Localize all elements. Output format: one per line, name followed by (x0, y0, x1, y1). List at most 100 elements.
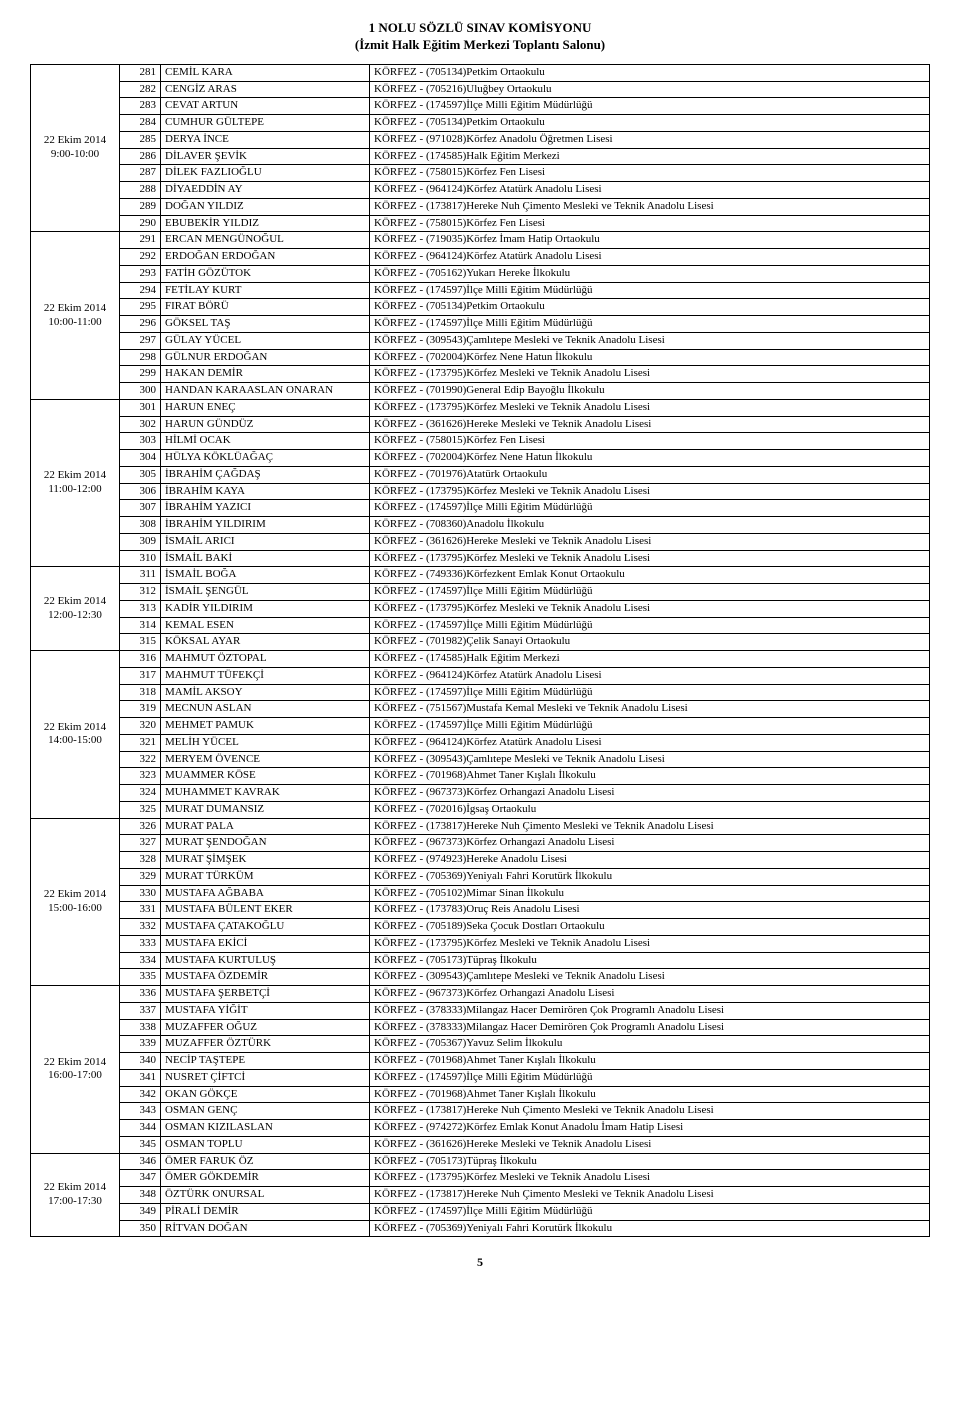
table-row: 296GÖKSEL TAŞKÖRFEZ - (174597)İlçe Milli… (31, 316, 930, 333)
person-name: MUSTAFA KURTULUŞ (161, 952, 370, 969)
person-name: MUSTAFA BÜLENT EKER (161, 902, 370, 919)
table-row: 319MECNUN ASLANKÖRFEZ - (751567)Mustafa … (31, 701, 930, 718)
school-name: KÖRFEZ - (705134)Petkim Ortaokulu (370, 299, 930, 316)
timeslot-cell: 22 Ekim 201415:00-16:00 (31, 818, 120, 986)
row-number: 287 (120, 165, 161, 182)
school-name: KÖRFEZ - (702016)İgsaş Ortaokulu (370, 801, 930, 818)
table-row: 22 Ekim 201416:00-17:00336MUSTAFA ŞERBET… (31, 986, 930, 1003)
school-name: KÖRFEZ - (701990)General Edip Bayoğlu İl… (370, 383, 930, 400)
table-row: 333MUSTAFA EKİCİKÖRFEZ - (173795)Körfez … (31, 935, 930, 952)
table-row: 297GÜLAY YÜCELKÖRFEZ - (309543)Çamlıtepe… (31, 332, 930, 349)
row-number: 313 (120, 600, 161, 617)
table-row: 22 Ekim 201417:00-17:30346ÖMER FARUK ÖZK… (31, 1153, 930, 1170)
row-number: 337 (120, 1002, 161, 1019)
table-row: 337MUSTAFA YİĞİTKÖRFEZ - (378333)Milanga… (31, 1002, 930, 1019)
timeslot-cell: 22 Ekim 201417:00-17:30 (31, 1153, 120, 1237)
school-name: KÖRFEZ - (964124)Körfez Atatürk Anadolu … (370, 667, 930, 684)
row-number: 314 (120, 617, 161, 634)
table-row: 22 Ekim 201412:00-12:30311İSMAİL BOĞAKÖR… (31, 567, 930, 584)
school-name: KÖRFEZ - (758015)Körfez Fen Lisesi (370, 433, 930, 450)
table-row: 329MURAT TÜRKÜMKÖRFEZ - (705369)Yeniyalı… (31, 868, 930, 885)
row-number: 285 (120, 131, 161, 148)
timeslot-time: 17:00-17:30 (35, 1195, 115, 1209)
person-name: DİLEK FAZLIOĞLU (161, 165, 370, 182)
school-name: KÖRFEZ - (361626)Hereke Mesleki ve Tekni… (370, 533, 930, 550)
person-name: FATİH GÖZÜTOK (161, 265, 370, 282)
timeslot-cell: 22 Ekim 201416:00-17:00 (31, 986, 120, 1154)
table-row: 322MERYEM ÖVENCEKÖRFEZ - (309543)Çamlıte… (31, 751, 930, 768)
row-number: 346 (120, 1153, 161, 1170)
row-number: 284 (120, 115, 161, 132)
row-number: 282 (120, 81, 161, 98)
school-name: KÖRFEZ - (705173)Tüpraş İlkokulu (370, 1153, 930, 1170)
row-number: 333 (120, 935, 161, 952)
row-number: 328 (120, 852, 161, 869)
row-number: 342 (120, 1086, 161, 1103)
row-number: 326 (120, 818, 161, 835)
school-name: KÖRFEZ - (702004)Körfez Nene Hatun İlkok… (370, 450, 930, 467)
table-row: 289DOĞAN YILDIZKÖRFEZ - (173817)Hereke N… (31, 198, 930, 215)
school-name: KÖRFEZ - (964124)Körfez Atatürk Anadolu … (370, 734, 930, 751)
table-row: 325MURAT DUMANSIZKÖRFEZ - (702016)İgsaş … (31, 801, 930, 818)
table-row: 284CUMHUR GÜLTEPEKÖRFEZ - (705134)Petkim… (31, 115, 930, 132)
row-number: 329 (120, 868, 161, 885)
school-name: KÖRFEZ - (378333)Milangaz Hacer Demiröre… (370, 1002, 930, 1019)
person-name: KEMAL ESEN (161, 617, 370, 634)
school-name: KÖRFEZ - (173817)Hereke Nuh Çimento Mesl… (370, 1187, 930, 1204)
row-number: 297 (120, 332, 161, 349)
row-number: 304 (120, 450, 161, 467)
person-name: DİLAVER ŞEVİK (161, 148, 370, 165)
title-line-1: 1 NOLU SÖZLÜ SINAV KOMİSYONU (30, 20, 930, 37)
person-name: MURAT DUMANSIZ (161, 801, 370, 818)
school-name: KÖRFEZ - (174597)İlçe Milli Eğitim Müdür… (370, 1203, 930, 1220)
person-name: CEMİL KARA (161, 64, 370, 81)
person-name: MUHAMMET KAVRAK (161, 785, 370, 802)
row-number: 340 (120, 1053, 161, 1070)
table-row: 318MAMİL AKSOYKÖRFEZ - (174597)İlçe Mill… (31, 684, 930, 701)
person-name: MURAT PALA (161, 818, 370, 835)
school-name: KÖRFEZ - (758015)Körfez Fen Lisesi (370, 215, 930, 232)
timeslot-cell: 22 Ekim 20149:00-10:00 (31, 64, 120, 232)
table-row: 312İSMAİL ŞENGÜLKÖRFEZ - (174597)İlçe Mi… (31, 584, 930, 601)
table-row: 317MAHMUT TÜFEKÇİKÖRFEZ - (964124)Körfez… (31, 667, 930, 684)
person-name: OSMAN TOPLU (161, 1136, 370, 1153)
table-row: 22 Ekim 201411:00-12:00301HARUN ENEÇKÖRF… (31, 399, 930, 416)
timeslot-time: 16:00-17:00 (35, 1069, 115, 1083)
table-row: 314KEMAL ESENKÖRFEZ - (174597)İlçe Milli… (31, 617, 930, 634)
table-row: 335MUSTAFA ÖZDEMİRKÖRFEZ - (309543)Çamlı… (31, 969, 930, 986)
row-number: 318 (120, 684, 161, 701)
row-number: 295 (120, 299, 161, 316)
table-row: 298GÜLNUR ERDOĞANKÖRFEZ - (702004)Körfez… (31, 349, 930, 366)
school-name: KÖRFEZ - (974272)Körfez Emlak Konut Anad… (370, 1120, 930, 1137)
person-name: CUMHUR GÜLTEPE (161, 115, 370, 132)
table-row: 299HAKAN DEMİRKÖRFEZ - (173795)Körfez Me… (31, 366, 930, 383)
table-row: 334MUSTAFA KURTULUŞKÖRFEZ - (705173)Tüpr… (31, 952, 930, 969)
school-name: KÖRFEZ - (173795)Körfez Mesleki ve Tekni… (370, 550, 930, 567)
school-name: KÖRFEZ - (378333)Milangaz Hacer Demiröre… (370, 1019, 930, 1036)
person-name: MELİH YÜCEL (161, 734, 370, 751)
row-number: 319 (120, 701, 161, 718)
timeslot-time: 14:00-15:00 (35, 734, 115, 748)
table-row: 292ERDOĞAN ERDOĞANKÖRFEZ - (964124)Körfe… (31, 249, 930, 266)
table-row: 350RİTVAN DOĞANKÖRFEZ - (705369)Yeniyalı… (31, 1220, 930, 1237)
person-name: MURAT TÜRKÜM (161, 868, 370, 885)
timeslot-cell: 22 Ekim 201412:00-12:30 (31, 567, 120, 651)
person-name: MURAT ŞİMŞEK (161, 852, 370, 869)
school-name: KÖRFEZ - (309543)Çamlıtepe Mesleki ve Te… (370, 751, 930, 768)
person-name: MAHMUT ÖZTOPAL (161, 651, 370, 668)
person-name: MUSTAFA ÖZDEMİR (161, 969, 370, 986)
table-row: 22 Ekim 201410:00-11:00291ERCAN MENGÜNOĞ… (31, 232, 930, 249)
person-name: ÖZTÜRK ONURSAL (161, 1187, 370, 1204)
school-name: KÖRFEZ - (705369)Yeniyalı Fahri Korutürk… (370, 868, 930, 885)
school-name: KÖRFEZ - (361626)Hereke Mesleki ve Tekni… (370, 416, 930, 433)
row-number: 309 (120, 533, 161, 550)
table-row: 304HÜLYA KÖKLÜAĞAÇKÖRFEZ - (702004)Körfe… (31, 450, 930, 467)
person-name: MUSTAFA AĞBABA (161, 885, 370, 902)
person-name: DOĞAN YILDIZ (161, 198, 370, 215)
table-row: 282CENGİZ ARASKÖRFEZ - (705216)Uluğbey O… (31, 81, 930, 98)
school-name: KÖRFEZ - (974923)Hereke Anadolu Lisesi (370, 852, 930, 869)
person-name: HİLMİ OCAK (161, 433, 370, 450)
table-row: 324MUHAMMET KAVRAKKÖRFEZ - (967373)Körfe… (31, 785, 930, 802)
timeslot-time: 9:00-10:00 (35, 148, 115, 162)
school-name: KÖRFEZ - (751567)Mustafa Kemal Mesleki v… (370, 701, 930, 718)
